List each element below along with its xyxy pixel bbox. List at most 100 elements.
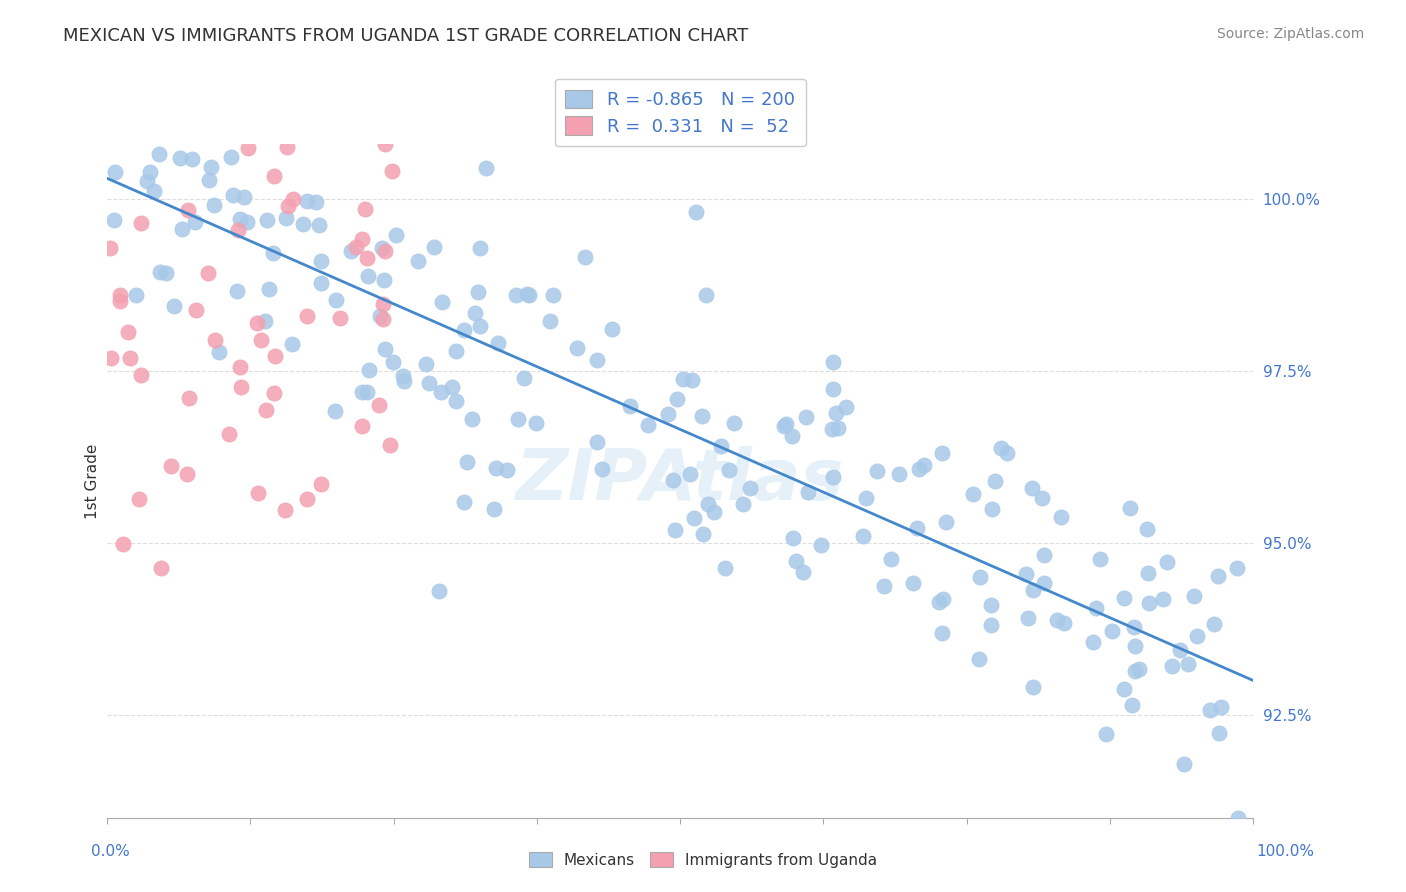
Point	[129, 216, 152, 230]
Point	[697, 497, 720, 511]
Point	[381, 355, 404, 369]
Point	[430, 384, 453, 399]
Point	[980, 617, 1002, 632]
Point	[538, 313, 561, 327]
Point	[357, 269, 380, 284]
Point	[516, 287, 538, 301]
Point	[150, 561, 173, 575]
Legend: Mexicans, Immigrants from Uganda: Mexicans, Immigrants from Uganda	[522, 844, 884, 875]
Point	[274, 502, 297, 516]
Point	[276, 139, 298, 153]
Point	[262, 245, 284, 260]
Point	[880, 551, 903, 566]
Point	[714, 560, 737, 574]
Point	[517, 288, 540, 302]
Point	[825, 406, 848, 420]
Point	[780, 429, 803, 443]
Point	[247, 486, 270, 500]
Point	[1083, 635, 1105, 649]
Point	[181, 153, 204, 167]
Point	[1156, 555, 1178, 569]
Point	[905, 521, 928, 535]
Point	[1046, 614, 1069, 628]
Point	[295, 194, 318, 208]
Text: 100.0%: 100.0%	[1257, 845, 1315, 859]
Point	[475, 161, 498, 175]
Point	[297, 491, 319, 506]
Point	[321, 123, 343, 137]
Point	[309, 276, 332, 290]
Point	[901, 575, 924, 590]
Point	[912, 458, 935, 472]
Point	[995, 445, 1018, 459]
Point	[782, 531, 804, 545]
Point	[1112, 591, 1135, 605]
Point	[453, 494, 475, 508]
Point	[197, 266, 219, 280]
Point	[468, 319, 491, 334]
Y-axis label: 1st Grade: 1st Grade	[86, 443, 100, 518]
Point	[872, 579, 894, 593]
Point	[135, 174, 157, 188]
Point	[309, 477, 332, 491]
Point	[204, 333, 226, 347]
Point	[990, 441, 1012, 455]
Point	[378, 438, 401, 452]
Point	[679, 467, 702, 481]
Point	[733, 497, 755, 511]
Point	[307, 123, 329, 137]
Point	[384, 227, 406, 242]
Point	[100, 351, 122, 365]
Point	[176, 467, 198, 481]
Point	[1225, 560, 1247, 574]
Point	[740, 481, 762, 495]
Point	[181, 123, 204, 137]
Point	[263, 350, 285, 364]
Point	[690, 409, 713, 423]
Point	[505, 288, 527, 302]
Point	[637, 417, 659, 432]
Point	[718, 463, 741, 477]
Point	[773, 418, 796, 433]
Point	[103, 213, 125, 227]
Point	[468, 241, 491, 255]
Point	[1136, 566, 1159, 580]
Point	[821, 354, 844, 368]
Point	[118, 351, 141, 365]
Point	[329, 311, 352, 326]
Point	[444, 344, 467, 359]
Point	[835, 400, 858, 414]
Point	[456, 454, 478, 468]
Point	[1119, 500, 1142, 515]
Point	[254, 403, 277, 417]
Point	[928, 595, 950, 609]
Point	[368, 309, 391, 323]
Point	[665, 392, 688, 406]
Text: MEXICAN VS IMMIGRANTS FROM UGANDA 1ST GRADE CORRELATION CHART: MEXICAN VS IMMIGRANTS FROM UGANDA 1ST GR…	[63, 27, 748, 45]
Point	[1032, 548, 1054, 562]
Point	[887, 467, 910, 481]
Point	[219, 150, 242, 164]
Point	[1094, 727, 1116, 741]
Point	[664, 523, 686, 537]
Point	[352, 418, 374, 433]
Point	[427, 584, 450, 599]
Point	[440, 379, 463, 393]
Point	[356, 385, 378, 400]
Point	[619, 399, 641, 413]
Point	[967, 652, 990, 666]
Point	[513, 371, 536, 385]
Point	[823, 382, 845, 396]
Point	[482, 502, 505, 516]
Point	[238, 141, 260, 155]
Point	[304, 194, 326, 209]
Point	[381, 164, 404, 178]
Point	[112, 537, 135, 551]
Point	[222, 188, 245, 202]
Point	[371, 297, 394, 311]
Point	[506, 411, 529, 425]
Point	[233, 190, 256, 204]
Point	[368, 398, 391, 412]
Point	[685, 205, 707, 219]
Text: Source: ZipAtlas.com: Source: ZipAtlas.com	[1216, 27, 1364, 41]
